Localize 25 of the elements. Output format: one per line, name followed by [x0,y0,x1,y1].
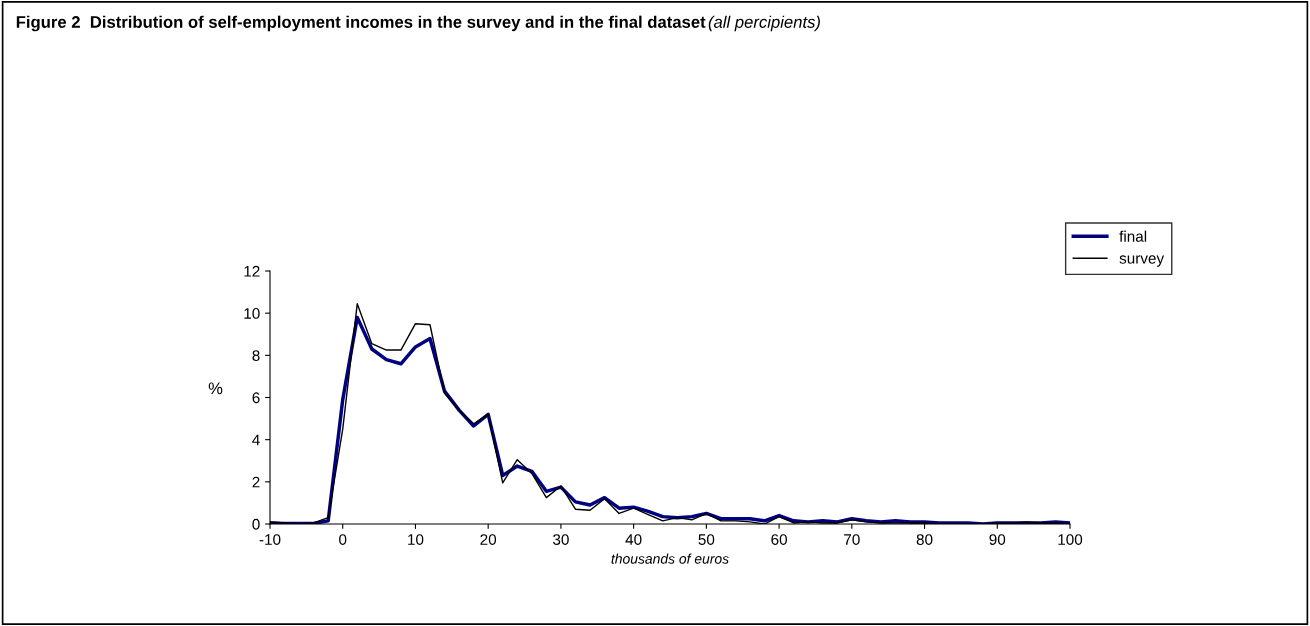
x-tick-label: 10 [408,534,424,545]
chart-title: Figure 2 Distribution of self-employment incomes in the survey and in the final dataset [16,15,706,32]
y-axis-title: % [208,382,223,395]
x-tick-label: 90 [989,534,1006,545]
y-tick-label: 0 [252,518,260,530]
x-tick-label: 100 [1058,534,1083,545]
x-tick-label: 80 [916,534,933,545]
x-tick-label: 50 [698,534,715,545]
y-tick-label: 2 [252,476,260,488]
legend-label: final [1119,230,1147,242]
x-tick-label: 0 [339,534,347,545]
legend-label: survey [1119,255,1165,267]
x-tick-label: 30 [553,534,569,545]
x-tick-label: 40 [625,534,642,545]
x-axis-title: thousands of euros [611,553,729,564]
y-tick-label: 4 [252,434,260,446]
x-tick-label: 20 [480,534,497,545]
y-tick-label: 12 [244,265,260,277]
x-tick-label: 60 [771,534,787,545]
y-tick-label: 10 [244,308,260,319]
y-tick-label: 6 [252,392,260,404]
x-tick-label: 70 [844,534,860,545]
x-tick-label: -10 [259,534,281,545]
y-tick-label: 8 [252,350,260,362]
chart-subtitle: (all percipients) [708,15,820,32]
